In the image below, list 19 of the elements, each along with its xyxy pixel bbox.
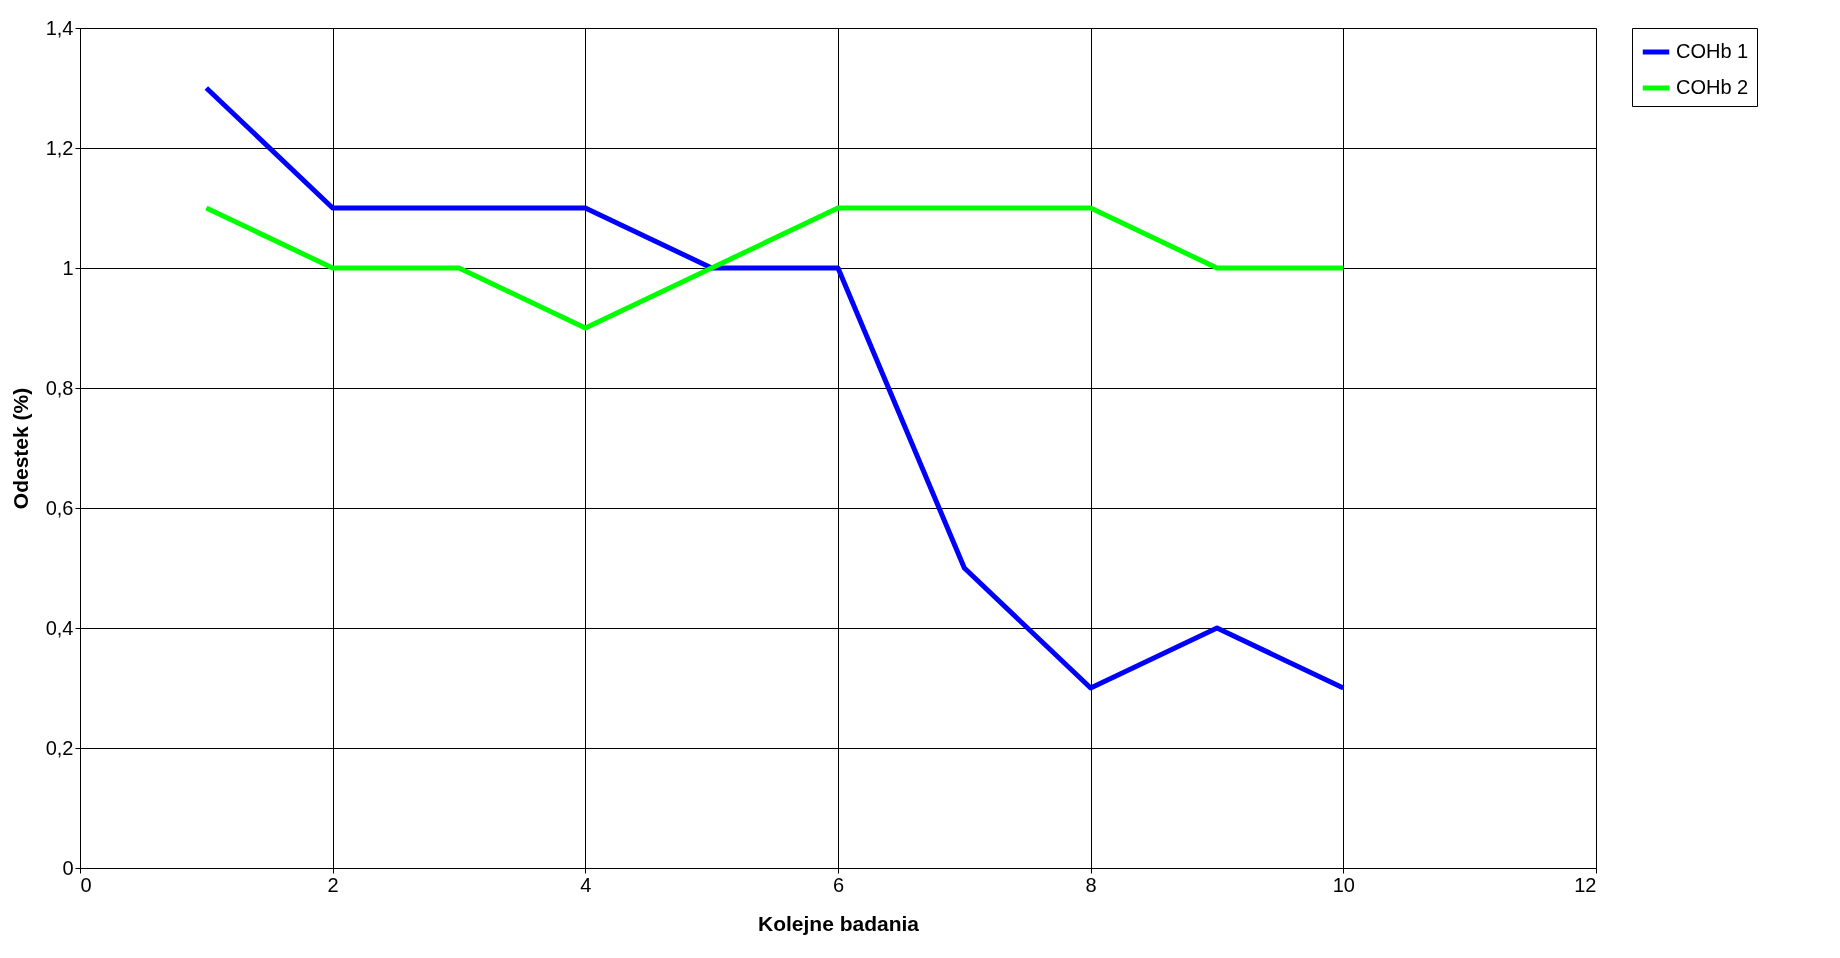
x-tick-label: 6 <box>832 873 845 896</box>
y-tick-label: 0 <box>62 856 74 879</box>
x-tick-label: 4 <box>580 873 592 896</box>
x-axis-title: Kolejne badania <box>757 911 920 935</box>
legend-label: COHb 2 <box>1676 76 1749 98</box>
x-tick-label: 12 <box>1574 873 1597 896</box>
x-tick-label: 8 <box>1085 873 1097 896</box>
y-tick-label: 0,8 <box>45 376 74 399</box>
y-tick-label: 0,4 <box>45 616 74 639</box>
y-tick-label: 1 <box>62 256 74 279</box>
y-axis-title: Odestek (%) <box>8 387 32 510</box>
x-tick-label: 2 <box>327 873 339 896</box>
y-tick-label: 0,2 <box>45 736 74 759</box>
legend-label: COHb 1 <box>1676 40 1749 62</box>
x-tick-label: 0 <box>80 873 92 896</box>
y-tick-label: 1,4 <box>45 16 74 39</box>
y-tick-label: 0,6 <box>45 496 74 519</box>
x-tick-label: 10 <box>1332 873 1355 896</box>
y-tick-label: 1,2 <box>45 136 74 159</box>
